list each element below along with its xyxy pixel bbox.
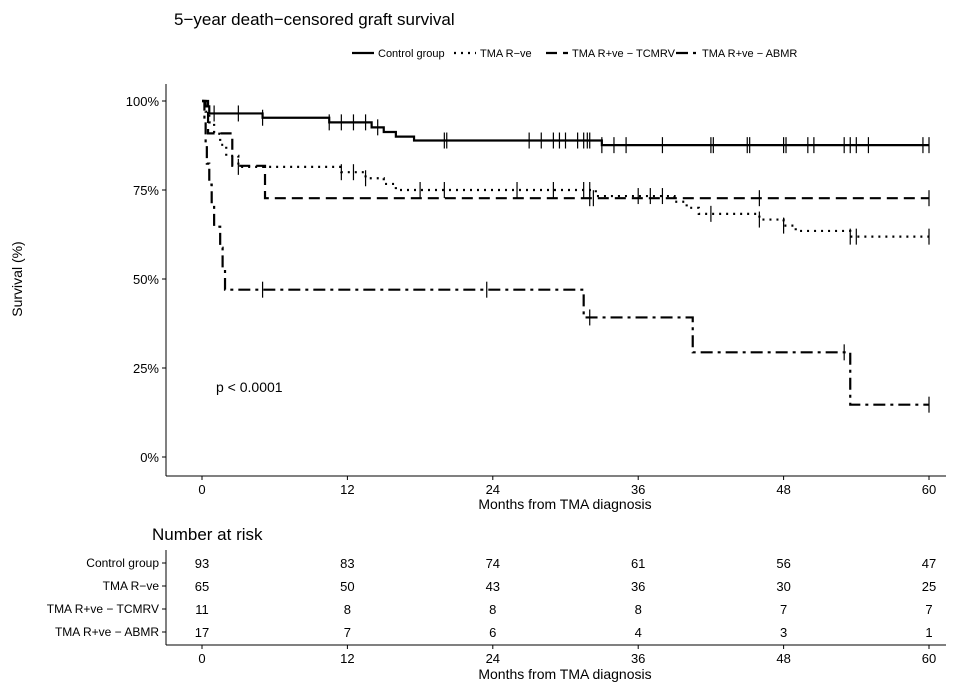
- risk-count: 93: [195, 556, 209, 571]
- risk-count: 83: [340, 556, 354, 571]
- x-tick-label: 24: [486, 482, 500, 497]
- legend-item: Control group: [352, 48, 445, 60]
- main-axes: 0% 25% 50% 75% 100% 0 12 24 36 48 60: [126, 84, 946, 497]
- risk-count: 74: [486, 556, 500, 571]
- risk-count: 7: [925, 602, 932, 617]
- series-line: [202, 99, 929, 238]
- risk-row-label: TMA R+ve − ABMR: [55, 625, 159, 639]
- risk-row-label: Control group: [86, 556, 159, 570]
- y-tick-label: 0%: [140, 450, 159, 465]
- risk-count: 36: [631, 579, 645, 594]
- risk-count: 3: [780, 625, 787, 640]
- risk-x-tick-label: 0: [198, 651, 205, 666]
- risk-count: 65: [195, 579, 209, 594]
- x-tick-label: 12: [340, 482, 354, 497]
- risk-count: 1: [925, 625, 932, 640]
- risk-count: 43: [486, 579, 500, 594]
- x-tick-label: 48: [776, 482, 790, 497]
- series-2: [202, 99, 930, 245]
- risk-table-x-label: Months from TMA diagnosis: [478, 666, 651, 682]
- risk-x-tick-label: 48: [776, 651, 790, 666]
- y-tick-label: 25%: [133, 361, 159, 376]
- risk-count: 8: [489, 602, 496, 617]
- risk-count: 25: [922, 579, 936, 594]
- y-tick-label: 50%: [133, 272, 159, 287]
- risk-count: 8: [635, 602, 642, 617]
- legend: Control group TMA R−ve TMA R+ve − TCMRV TMA…: [352, 48, 797, 60]
- risk-count: 47: [922, 556, 936, 571]
- y-tick-label: 75%: [133, 183, 159, 198]
- risk-count: 7: [780, 602, 787, 617]
- legend-label: TMA R−ve: [480, 48, 532, 60]
- legend-label: Control group: [378, 48, 445, 60]
- risk-row-label: TMA R+ve − TCMRV: [47, 602, 159, 616]
- risk-row-label: TMA R−ve: [103, 579, 160, 593]
- risk-count: 30: [776, 579, 790, 594]
- risk-count: 17: [195, 625, 209, 640]
- series-line: [202, 99, 929, 147]
- p-value-annotation: p < 0.0001: [216, 379, 283, 395]
- series-4: [202, 99, 930, 413]
- risk-count: 56: [776, 556, 790, 571]
- risk-x-tick-label: 60: [922, 651, 936, 666]
- legend-item: TMA R−ve: [454, 48, 532, 60]
- risk-count: 11: [195, 602, 209, 617]
- series-line: [202, 99, 929, 200]
- series-1: [202, 99, 930, 154]
- legend-item: TMA R+ve − ABMR: [676, 48, 797, 60]
- survival-curves: [202, 99, 930, 413]
- chart-title: 5−year death−censored graft survival: [174, 10, 455, 29]
- y-axis-label: Survival (%): [9, 241, 25, 316]
- risk-count: 61: [631, 556, 645, 571]
- risk-count: 4: [635, 625, 642, 640]
- x-axis-label: Months from TMA diagnosis: [478, 496, 651, 512]
- series-3: [202, 99, 930, 207]
- risk-x-tick-label: 24: [486, 651, 500, 666]
- x-tick-label: 60: [922, 482, 936, 497]
- legend-label: TMA R+ve − TCMRV: [572, 48, 676, 60]
- x-tick-label: 0: [198, 482, 205, 497]
- risk-x-tick-label: 36: [631, 651, 645, 666]
- risk-count: 7: [344, 625, 351, 640]
- risk-count: 6: [489, 625, 496, 640]
- risk-count: 8: [344, 602, 351, 617]
- risk-table-title: Number at risk: [152, 525, 263, 544]
- legend-label: TMA R+ve − ABMR: [702, 48, 797, 60]
- x-tick-label: 36: [631, 482, 645, 497]
- risk-x-tick-label: 12: [340, 651, 354, 666]
- risk-count: 50: [340, 579, 354, 594]
- legend-item: TMA R+ve − TCMRV: [546, 48, 676, 60]
- y-tick-label: 100%: [126, 94, 160, 109]
